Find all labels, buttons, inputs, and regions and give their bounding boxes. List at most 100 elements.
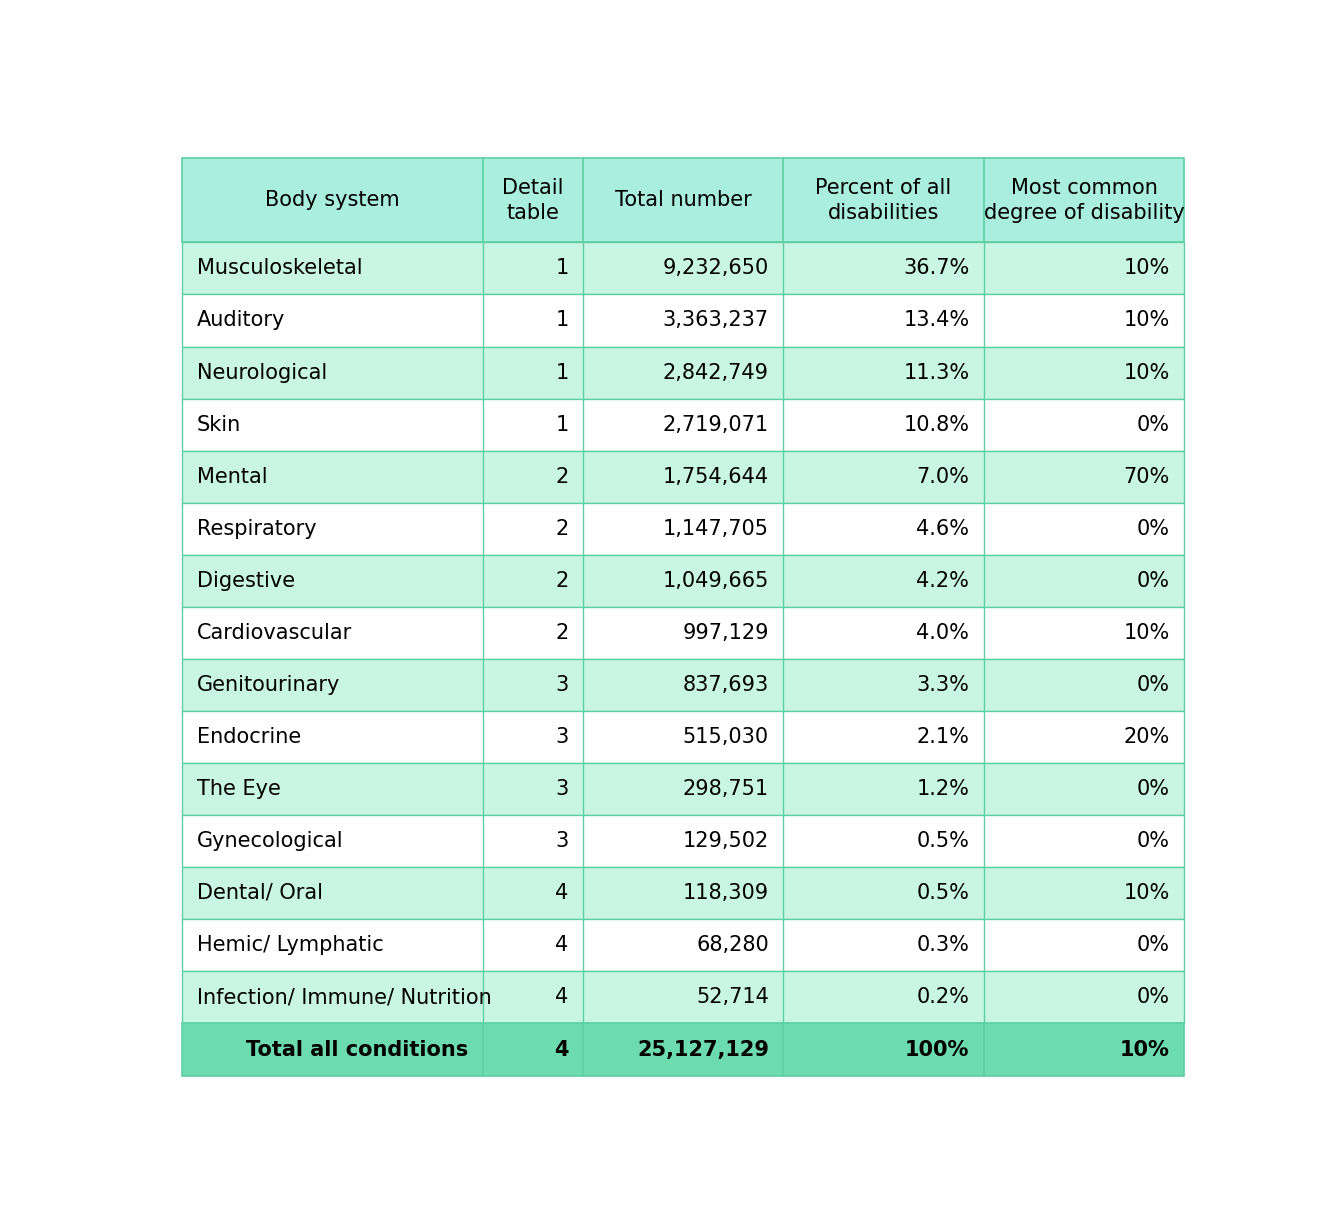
Text: 1: 1: [556, 363, 568, 382]
Text: 4.2%: 4.2%: [917, 571, 969, 590]
Text: 3: 3: [556, 778, 568, 799]
Bar: [183, 398, 1184, 451]
Text: 0.5%: 0.5%: [917, 831, 969, 851]
Text: Body system: Body system: [265, 191, 400, 210]
Text: 70%: 70%: [1124, 467, 1170, 486]
Text: Mental: Mental: [196, 467, 267, 486]
Text: The Eye: The Eye: [196, 778, 280, 799]
Bar: [183, 866, 1184, 919]
Text: 2: 2: [556, 467, 568, 486]
Text: 20%: 20%: [1124, 727, 1170, 747]
Bar: [183, 295, 1184, 347]
Text: 0%: 0%: [1137, 518, 1170, 539]
Text: 0%: 0%: [1137, 675, 1170, 695]
Text: Total number: Total number: [615, 191, 752, 210]
Bar: [183, 971, 1184, 1023]
Text: 1,147,705: 1,147,705: [663, 518, 769, 539]
Text: Musculoskeletal: Musculoskeletal: [196, 258, 363, 279]
Text: 52,714: 52,714: [696, 987, 769, 1007]
Bar: [183, 451, 1184, 502]
Bar: [183, 659, 1184, 711]
Text: Neurological: Neurological: [196, 363, 327, 382]
Bar: [183, 659, 1184, 711]
Text: Total all conditions: Total all conditions: [247, 1040, 468, 1059]
Text: Endocrine: Endocrine: [196, 727, 301, 747]
Text: Skin: Skin: [196, 414, 241, 435]
Text: Most common
degree of disability: Most common degree of disability: [984, 177, 1185, 222]
Text: 4: 4: [556, 884, 568, 903]
Text: 3.3%: 3.3%: [917, 675, 969, 695]
Text: Infection/ Immune/ Nutrition: Infection/ Immune/ Nutrition: [196, 987, 492, 1007]
Text: 25,127,129: 25,127,129: [637, 1040, 769, 1059]
Text: 0%: 0%: [1137, 831, 1170, 851]
Text: 997,129: 997,129: [682, 623, 769, 643]
Text: Digestive: Digestive: [196, 571, 295, 590]
Text: 3: 3: [556, 831, 568, 851]
Text: 10%: 10%: [1124, 310, 1170, 330]
Text: Percent of all
disabilities: Percent of all disabilities: [816, 177, 952, 222]
Text: 2: 2: [556, 623, 568, 643]
Text: 298,751: 298,751: [682, 778, 769, 799]
Text: 4.0%: 4.0%: [917, 623, 969, 643]
Text: 3: 3: [556, 727, 568, 747]
Bar: [183, 398, 1184, 451]
Bar: [183, 919, 1184, 971]
Bar: [183, 158, 1184, 242]
Text: 1,049,665: 1,049,665: [663, 571, 769, 590]
Text: 2,719,071: 2,719,071: [663, 414, 769, 435]
Bar: [183, 866, 1184, 919]
Text: 515,030: 515,030: [682, 727, 769, 747]
Bar: [183, 347, 1184, 398]
Text: 0%: 0%: [1137, 414, 1170, 435]
Text: 0.5%: 0.5%: [917, 884, 969, 903]
Text: Dental/ Oral: Dental/ Oral: [196, 884, 323, 903]
Text: 2: 2: [556, 571, 568, 590]
Bar: [183, 295, 1184, 347]
Bar: [183, 1023, 1184, 1077]
Text: 4.6%: 4.6%: [916, 518, 969, 539]
Text: 1: 1: [556, 310, 568, 330]
Text: 837,693: 837,693: [682, 675, 769, 695]
Bar: [183, 919, 1184, 971]
Bar: [183, 1023, 1184, 1077]
Text: 1: 1: [556, 414, 568, 435]
Text: Auditory: Auditory: [196, 310, 285, 330]
Bar: [183, 711, 1184, 763]
Text: 36.7%: 36.7%: [902, 258, 969, 279]
Text: 10%: 10%: [1124, 884, 1170, 903]
Bar: [183, 606, 1184, 659]
Text: Respiratory: Respiratory: [196, 518, 316, 539]
Text: 1,754,644: 1,754,644: [663, 467, 769, 486]
Text: 0.3%: 0.3%: [917, 935, 969, 954]
Text: 3,363,237: 3,363,237: [663, 310, 769, 330]
Bar: [183, 763, 1184, 815]
Text: 1: 1: [556, 258, 568, 279]
Text: Hemic/ Lymphatic: Hemic/ Lymphatic: [196, 935, 384, 954]
Text: 2: 2: [556, 518, 568, 539]
Text: 3: 3: [556, 675, 568, 695]
Text: 10%: 10%: [1124, 363, 1170, 382]
Bar: [183, 158, 1184, 242]
Bar: [183, 347, 1184, 398]
Text: 10%: 10%: [1124, 623, 1170, 643]
Bar: [183, 451, 1184, 502]
Bar: [183, 555, 1184, 606]
Bar: [183, 815, 1184, 866]
Text: 10.8%: 10.8%: [904, 414, 969, 435]
Bar: [183, 502, 1184, 555]
Bar: [183, 242, 1184, 295]
Text: 2.1%: 2.1%: [917, 727, 969, 747]
Text: 0%: 0%: [1137, 571, 1170, 590]
Text: 0%: 0%: [1137, 987, 1170, 1007]
Bar: [183, 763, 1184, 815]
Text: 9,232,650: 9,232,650: [663, 258, 769, 279]
Text: Detail
table: Detail table: [503, 177, 564, 222]
Text: 100%: 100%: [905, 1040, 969, 1059]
Text: 10%: 10%: [1124, 258, 1170, 279]
Text: 0%: 0%: [1137, 935, 1170, 954]
Text: Genitourinary: Genitourinary: [196, 675, 340, 695]
Text: 11.3%: 11.3%: [904, 363, 969, 382]
Text: 10%: 10%: [1120, 1040, 1170, 1059]
Bar: [183, 242, 1184, 295]
Text: 0%: 0%: [1137, 778, 1170, 799]
